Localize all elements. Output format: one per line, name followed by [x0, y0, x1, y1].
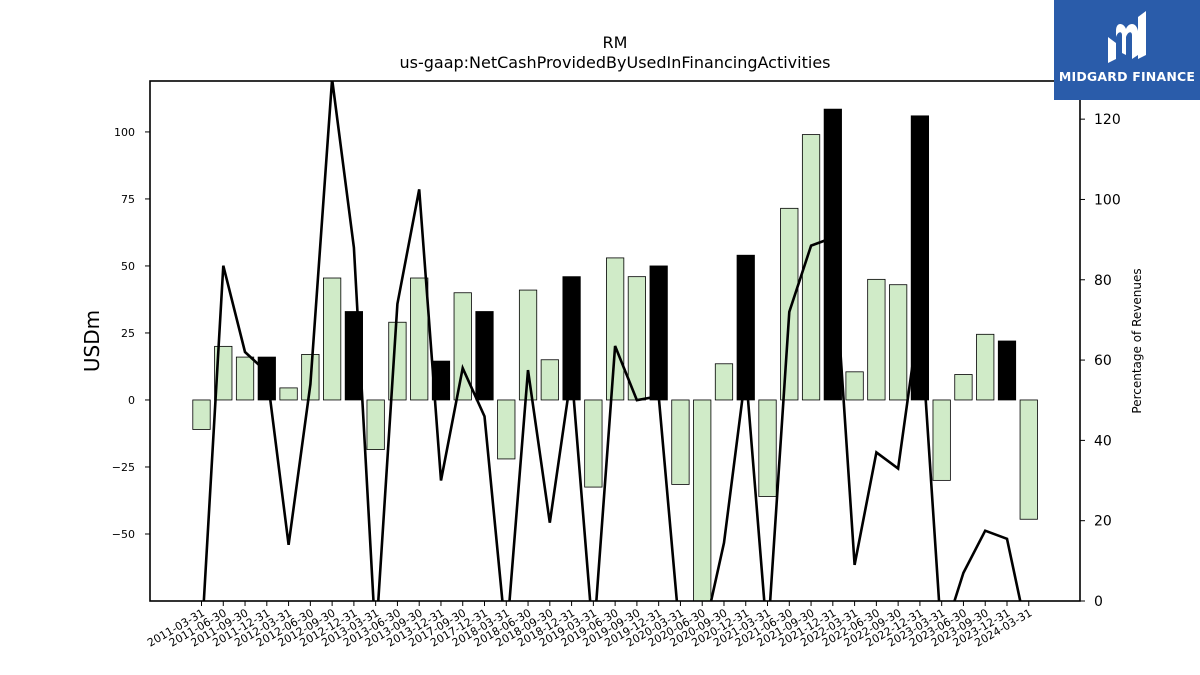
bar-2019-09-30	[627, 276, 647, 401]
y2-tick-label: 60	[1094, 353, 1112, 369]
bar-2024-03-31	[1019, 399, 1038, 520]
brand-name: MIDGARD FINANCE	[1058, 69, 1196, 84]
y2-tick-label: 0	[1094, 594, 1103, 610]
bar-2012-03-31	[279, 387, 298, 401]
bar-2018-12-31	[562, 276, 581, 401]
bar-2023-06-30	[954, 374, 973, 401]
revenue-percentage-line	[202, 81, 1022, 601]
bar-2013-09-30	[410, 277, 429, 401]
y2-tick-label: 100	[1094, 192, 1121, 208]
bar-2022-06-30	[867, 278, 886, 401]
bar-2018-09-30	[540, 359, 559, 401]
bar-2011-03-31	[192, 399, 211, 430]
y-tick-label: 100	[114, 126, 135, 139]
bar-2012-09-30	[323, 277, 342, 401]
y2-axis-label: Percentage of Revenues	[1130, 268, 1144, 413]
brand-logo: MIDGARD FINANCE	[1054, 0, 1200, 100]
bar-2018-06-30	[518, 289, 538, 401]
bar-2020-06-30	[693, 399, 712, 601]
y2-tick-label: 40	[1094, 433, 1112, 449]
bar-2022-03-31	[845, 371, 864, 401]
bar-2020-03-31	[671, 399, 690, 485]
y-tick-label: 0	[128, 394, 135, 407]
midgard-logo-icon	[1108, 11, 1146, 63]
bar-2021-06-30	[780, 207, 799, 401]
y-tick-label: −50	[112, 528, 135, 541]
y-axis-label: USDm	[80, 310, 104, 372]
bar-2019-12-31	[649, 265, 668, 401]
axes-group: −50−2502550751000204060801001202011-03-3…	[112, 80, 1121, 650]
bar-2023-03-31	[932, 399, 951, 481]
chart-subtitle: us-gaap:NetCashProvidedByUsedInFinancing…	[399, 53, 830, 72]
bar-2022-12-31	[910, 115, 930, 401]
bar-2018-03-31	[497, 399, 516, 460]
y-tick-label: 75	[121, 193, 135, 206]
y-tick-label: −25	[112, 461, 135, 474]
y-tick-label: 50	[121, 260, 135, 273]
bar-2019-03-31	[584, 399, 603, 488]
bar-2023-09-30	[976, 333, 995, 401]
bar-2017-12-31	[475, 311, 494, 401]
y-tick-label: 25	[121, 327, 135, 340]
bar-2013-03-31	[366, 399, 385, 450]
line-group	[202, 81, 1022, 601]
y2-tick-label: 20	[1094, 514, 1112, 530]
bar-2019-06-30	[606, 257, 625, 401]
bars-group	[192, 108, 1038, 601]
chart-title: RM	[603, 33, 628, 52]
bar-2011-09-30	[235, 356, 255, 401]
bar-2020-12-31	[736, 254, 755, 401]
bar-2021-09-30	[801, 134, 821, 401]
bar-2020-09-30	[714, 363, 734, 401]
bar-2021-03-31	[758, 399, 777, 497]
bar-2023-12-31	[997, 340, 1017, 401]
bar-2022-09-30	[889, 284, 908, 401]
y2-tick-label: 120	[1094, 112, 1121, 128]
y2-tick-label: 80	[1094, 273, 1112, 289]
bar-2017-09-30	[453, 292, 472, 401]
